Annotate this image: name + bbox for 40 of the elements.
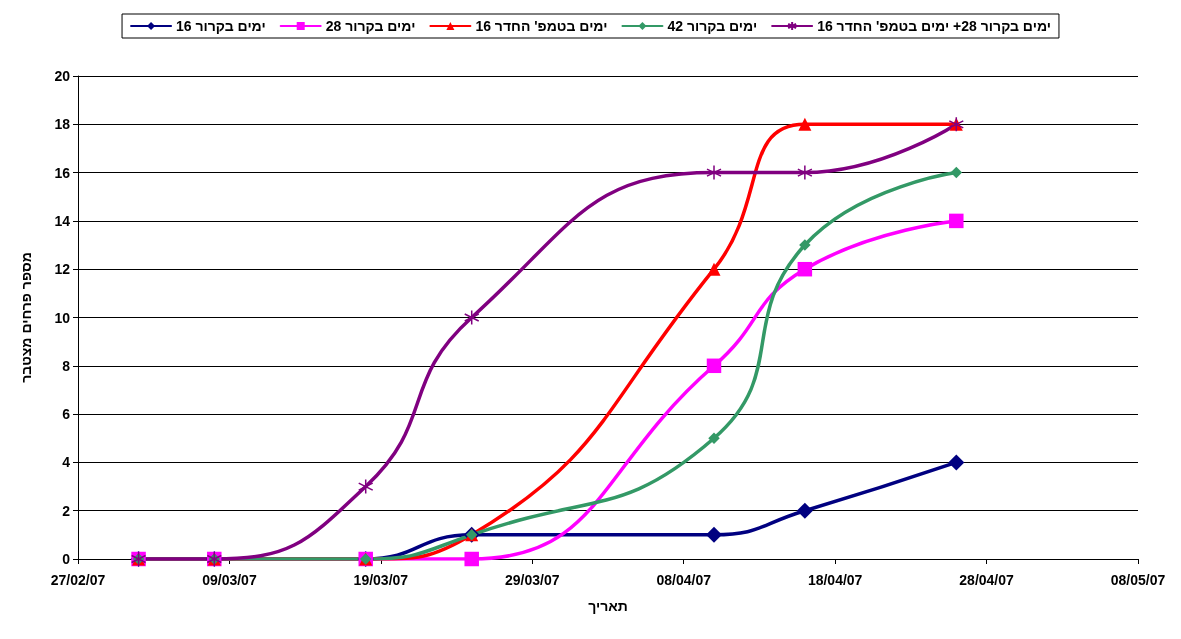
y-tick-label: 2 [62, 502, 71, 519]
point [357, 478, 374, 495]
point [797, 164, 813, 181]
y-tick-label: 12 [54, 261, 71, 278]
legend-label: 28 ימים בקרור [325, 18, 416, 34]
point [796, 502, 813, 519]
point [797, 261, 813, 277]
y-tick-label: 14 [54, 212, 71, 229]
point [708, 432, 720, 444]
x-tick-label: 19/03/07 [353, 572, 409, 588]
x-tick-label: 08/05/07 [1110, 572, 1166, 588]
y-tick-label: 8 [62, 357, 71, 374]
point [463, 309, 480, 326]
point [706, 526, 722, 543]
y-tick-label: 18 [54, 116, 71, 133]
x-tick-label: 27/02/07 [50, 572, 106, 588]
x-tick-label: 18/04/07 [807, 572, 863, 588]
y-tick-label: 0 [62, 551, 71, 567]
legend-label: 42 ימים בקרור [667, 18, 758, 34]
x-tick-label: 09/03/07 [202, 572, 257, 588]
y-tick-label: 16 [54, 164, 71, 181]
point [950, 166, 963, 179]
x-tick-label: 08/04/07 [656, 572, 712, 588]
point [949, 213, 964, 229]
point [706, 358, 722, 374]
y-tick-label: 10 [54, 309, 71, 326]
y-tick-label: 6 [62, 406, 71, 423]
point [706, 164, 722, 181]
point [464, 551, 479, 567]
x-tick-label: 29/03/07 [505, 572, 560, 588]
y-tick-label: 20 [54, 68, 71, 84]
x-tick-label: 28/04/07 [959, 572, 1015, 588]
x-axis-title: תאריך [588, 598, 628, 614]
y-axis-title: מספר פרחים מצטבר [18, 252, 34, 383]
point [799, 239, 811, 251]
legend-label: 16 ימים בטמפ' החדר [475, 18, 608, 34]
point [948, 454, 965, 471]
legend-label: 16 ימים בקרור [176, 18, 266, 34]
y-tick-label: 4 [62, 454, 71, 471]
legend-label: 16 ימים בקרור 28+ ימים בטמפ' החדר [817, 18, 1051, 34]
